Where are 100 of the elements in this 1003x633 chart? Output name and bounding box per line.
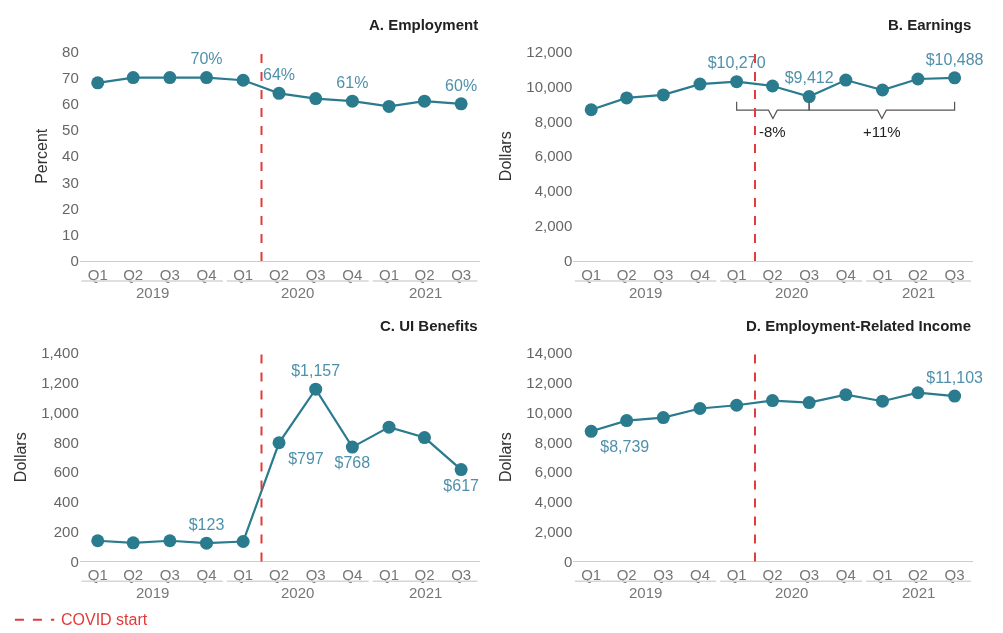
text: 2020 — [775, 284, 809, 301]
point — [693, 77, 707, 91]
x-tick-label: Q2 — [616, 266, 637, 284]
data-label: 64% — [263, 66, 296, 84]
point — [766, 394, 779, 408]
point — [656, 411, 670, 425]
x-tick-label: Q3 — [944, 266, 965, 284]
y-tick-label: 14,000 — [526, 344, 573, 362]
point — [948, 71, 962, 85]
data-label: $617 — [443, 476, 480, 494]
data-label: $9,412 — [784, 69, 834, 87]
point — [911, 72, 925, 86]
data-label: $11,103 — [926, 368, 984, 386]
point — [309, 382, 323, 396]
point — [802, 396, 816, 410]
y-tick-label: 1,200 — [41, 374, 79, 391]
y-tick-label: 10 — [62, 226, 79, 244]
y-axis-title: Dollars — [12, 432, 30, 483]
y-tick-label: 6,000 — [534, 147, 573, 165]
data-label: $8,739 — [600, 438, 650, 456]
point — [91, 534, 105, 548]
x-tick-label: Q1 — [379, 566, 400, 584]
x-tick-label: Q2 — [616, 566, 637, 584]
data-label: $10,488 — [925, 50, 984, 68]
data-label: $768 — [334, 454, 371, 472]
annotation: +11% — [863, 123, 901, 140]
y-tick-label: 6,000 — [534, 463, 573, 481]
x-tick-label: Q2 — [269, 566, 290, 584]
point — [584, 103, 598, 117]
point — [309, 92, 323, 106]
point — [911, 386, 925, 400]
y-tick-label: 30 — [62, 173, 79, 191]
point — [236, 535, 250, 549]
chart-title: A. Employment — [369, 16, 479, 33]
point — [126, 71, 140, 85]
x-tick-label: Q3 — [799, 566, 820, 584]
x-tick-label: Q3 — [305, 566, 326, 584]
point — [417, 94, 431, 108]
data-label: 60% — [445, 76, 478, 94]
x-tick-label: Q2 — [123, 566, 144, 584]
y-tick-label: 2,000 — [534, 217, 573, 235]
point — [163, 71, 177, 85]
point — [620, 414, 634, 428]
x-tick-label: Q2 — [907, 266, 928, 284]
y-tick-label: 4,000 — [534, 493, 573, 511]
y-tick-label: 0 — [70, 552, 79, 570]
point — [454, 463, 468, 477]
x-tick-label: Q4 — [342, 266, 363, 284]
x-tick-label: Q3 — [451, 266, 472, 284]
x-tick-label: Q1 — [872, 566, 893, 584]
y-tick-label: 10,000 — [526, 403, 573, 421]
data-label: 70% — [190, 50, 223, 68]
y-tick-label: 400 — [53, 493, 79, 511]
point — [620, 91, 634, 105]
x-tick-label: Q2 — [269, 266, 290, 284]
y-tick-label: 40 — [62, 147, 79, 165]
y-tick-label: 12,000 — [526, 374, 573, 391]
legend-label: COVID start — [61, 611, 148, 628]
y-tick-label: 50 — [62, 121, 79, 139]
x-tick-label: Q1 — [87, 566, 108, 584]
y-tick-label: 60 — [62, 95, 79, 113]
y-tick-label: 2,000 — [534, 522, 573, 540]
x-tick-label: Q2 — [414, 566, 435, 584]
x-tick-label: Q2 — [762, 266, 783, 284]
y-tick-label: 4,000 — [534, 182, 573, 200]
x-tick-label: Q1 — [726, 566, 747, 584]
point — [839, 73, 853, 87]
point — [802, 90, 816, 104]
point — [236, 73, 250, 87]
text: 2019 — [136, 584, 170, 601]
point — [730, 75, 744, 89]
x-tick-label: Q3 — [799, 266, 820, 284]
x-tick-label: Q1 — [233, 266, 254, 284]
point — [163, 534, 177, 548]
text: 2021 — [902, 284, 936, 301]
text: 2019 — [629, 284, 663, 301]
y-axis-title: Dollars — [497, 432, 515, 483]
point — [382, 420, 396, 434]
point — [345, 440, 359, 454]
point — [656, 88, 670, 102]
text: 2021 — [902, 584, 936, 601]
x-tick-label: Q4 — [196, 266, 217, 284]
point — [693, 402, 707, 416]
y-tick-label: 200 — [53, 522, 79, 540]
point — [730, 398, 744, 412]
x-tick-label: Q3 — [653, 566, 674, 584]
y-tick-label: 70 — [62, 68, 79, 86]
x-tick-label: Q1 — [233, 566, 254, 584]
point — [875, 83, 889, 97]
x-tick-label: Q1 — [87, 266, 108, 284]
point — [272, 436, 286, 450]
point — [766, 79, 779, 93]
point — [272, 86, 286, 100]
y-axis-title: Dollars — [497, 131, 515, 182]
y-tick-label: 10,000 — [526, 77, 573, 95]
x-tick-label: Q1 — [379, 266, 400, 284]
y-tick-label: 1,000 — [41, 403, 79, 421]
x-tick-label: Q4 — [196, 566, 217, 584]
point — [417, 431, 431, 445]
x-tick-label: Q2 — [762, 566, 783, 584]
